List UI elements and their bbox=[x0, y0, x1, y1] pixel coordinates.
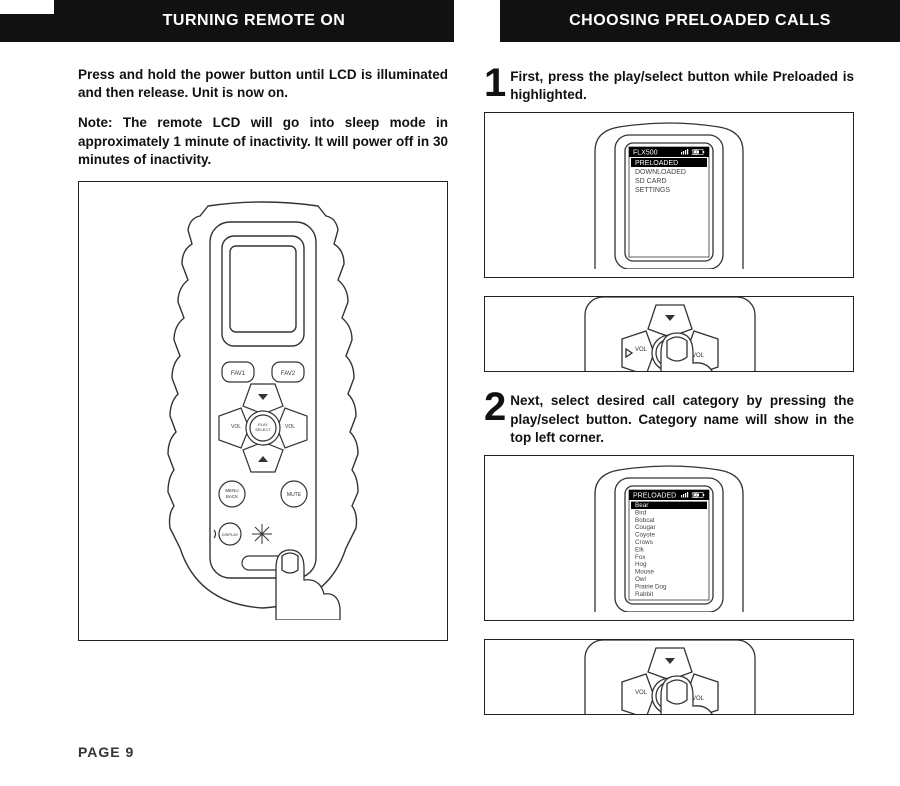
vol-right: VOL bbox=[285, 424, 295, 430]
remote-figure: FAV1 FAV2 VOL VOL PLAY bbox=[78, 181, 448, 641]
screen2-title: PRELOADED bbox=[633, 493, 676, 500]
screen2-figure: PRELOADED 11 BearBirdBobcatCougarCoyoteC… bbox=[484, 455, 854, 621]
page-number: PAGE 9 bbox=[78, 744, 134, 760]
screen1-battery: 11 bbox=[691, 150, 698, 157]
display-label: DISPLAY bbox=[222, 532, 239, 537]
fav1-label: FAV1 bbox=[231, 371, 246, 377]
svg-text:BACK: BACK bbox=[226, 494, 238, 499]
menu-item: Cougar bbox=[635, 524, 656, 531]
menu-item: Elk bbox=[635, 546, 645, 553]
step2-text: Next, select desired call category by pr… bbox=[510, 390, 854, 447]
screen2-battery: 11 bbox=[691, 493, 698, 500]
step1-number: 1 bbox=[484, 66, 506, 100]
screen1-title: FLX500 bbox=[633, 150, 658, 157]
menu-item: SD CARD bbox=[635, 178, 667, 185]
menu-item: SETTINGS bbox=[635, 187, 670, 194]
menu-item: DOWNLOADED bbox=[635, 169, 686, 176]
header-right: CHOOSING PRELOADED CALLS bbox=[500, 0, 900, 42]
menu-item: Mouse bbox=[635, 569, 654, 576]
right-column: 1 First, press the play/select button wh… bbox=[484, 66, 854, 733]
dpad2-figure: VOL VOL bbox=[484, 639, 854, 715]
screen1-figure: FLX500 11 PRELOADED DOWNLOADED SD CARD SETT… bbox=[484, 112, 854, 278]
menu-item: Hog bbox=[635, 561, 647, 568]
dpad2-vol-r: VOL bbox=[692, 696, 705, 702]
menu-item: Bobcat bbox=[635, 517, 655, 524]
menu-item: Prairie Dog bbox=[635, 583, 667, 590]
menu-item: Bear bbox=[635, 502, 648, 509]
menu-item: PRELOADED bbox=[635, 160, 678, 167]
dpad1-figure: VOL VOL bbox=[484, 296, 854, 372]
left-para-1: Press and hold the power button until LC… bbox=[78, 66, 448, 102]
menu-item: Rabbit bbox=[635, 591, 653, 598]
menu-item: Fox bbox=[635, 554, 646, 561]
header-left: TURNING REMOTE ON bbox=[54, 0, 454, 42]
mute-label: MUTE bbox=[287, 492, 302, 498]
remote-svg: FAV1 FAV2 VOL VOL PLAY bbox=[148, 200, 378, 620]
vol-left: VOL bbox=[231, 424, 241, 430]
menu-item: Coyote bbox=[635, 532, 655, 539]
step1-text: First, press the play/select button whil… bbox=[510, 66, 854, 104]
step2-number: 2 bbox=[484, 390, 506, 424]
header-gap bbox=[454, 0, 500, 42]
menu-item: Owl bbox=[635, 576, 646, 583]
left-para-2: Note: The remote LCD will go into sleep … bbox=[78, 114, 448, 169]
svg-text:MENU: MENU bbox=[225, 488, 238, 493]
dpad1-vol-l: VOL bbox=[635, 347, 648, 353]
menu-item: Crows bbox=[635, 539, 653, 546]
dpad1-vol-r: VOL bbox=[692, 353, 705, 359]
fav2-label: FAV2 bbox=[281, 371, 296, 377]
left-column: Press and hold the power button until LC… bbox=[78, 66, 448, 733]
menu-item: Bird bbox=[635, 509, 647, 516]
dpad2-vol-l: VOL bbox=[635, 690, 648, 696]
svg-text:SELECT: SELECT bbox=[255, 427, 271, 432]
